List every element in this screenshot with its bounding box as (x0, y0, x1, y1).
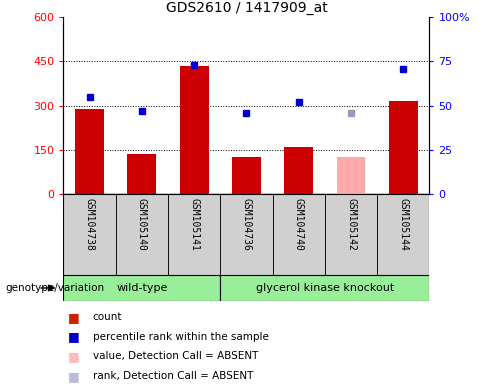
Text: wild-type: wild-type (116, 283, 167, 293)
Text: GSM104740: GSM104740 (294, 198, 304, 251)
Text: GSM105141: GSM105141 (189, 198, 199, 251)
Text: percentile rank within the sample: percentile rank within the sample (93, 332, 268, 342)
Bar (180, 66, 208, 194)
Bar (377, 194, 429, 275)
Text: ■: ■ (68, 350, 80, 363)
Text: count: count (93, 312, 122, 322)
Bar (325, 194, 377, 275)
Bar (75, 109, 104, 194)
Text: GSM104738: GSM104738 (84, 198, 95, 251)
Bar (389, 101, 418, 194)
Text: value, Detection Call = ABSENT: value, Detection Call = ABSENT (93, 351, 258, 361)
Bar (273, 194, 325, 275)
Bar (63, 194, 116, 275)
Title: GDS2610 / 1417909_at: GDS2610 / 1417909_at (165, 1, 327, 15)
Text: rank, Detection Call = ABSENT: rank, Detection Call = ABSENT (93, 371, 253, 381)
Bar (232, 157, 261, 194)
Text: glycerol kinase knockout: glycerol kinase knockout (256, 283, 394, 293)
Text: GSM105140: GSM105140 (137, 198, 147, 251)
Text: ■: ■ (68, 370, 80, 382)
Text: GSM104736: GSM104736 (242, 198, 251, 251)
Text: GSM105142: GSM105142 (346, 198, 356, 251)
Bar (220, 194, 273, 275)
Text: ■: ■ (68, 330, 80, 343)
Bar (116, 194, 168, 275)
Text: GSM105144: GSM105144 (398, 198, 408, 251)
Bar (63, 275, 220, 301)
Bar (168, 194, 220, 275)
Bar (220, 275, 429, 301)
Text: ■: ■ (68, 311, 80, 324)
Bar (127, 154, 156, 194)
Bar (337, 157, 366, 194)
Bar (285, 147, 313, 194)
Text: genotype/variation: genotype/variation (5, 283, 104, 293)
